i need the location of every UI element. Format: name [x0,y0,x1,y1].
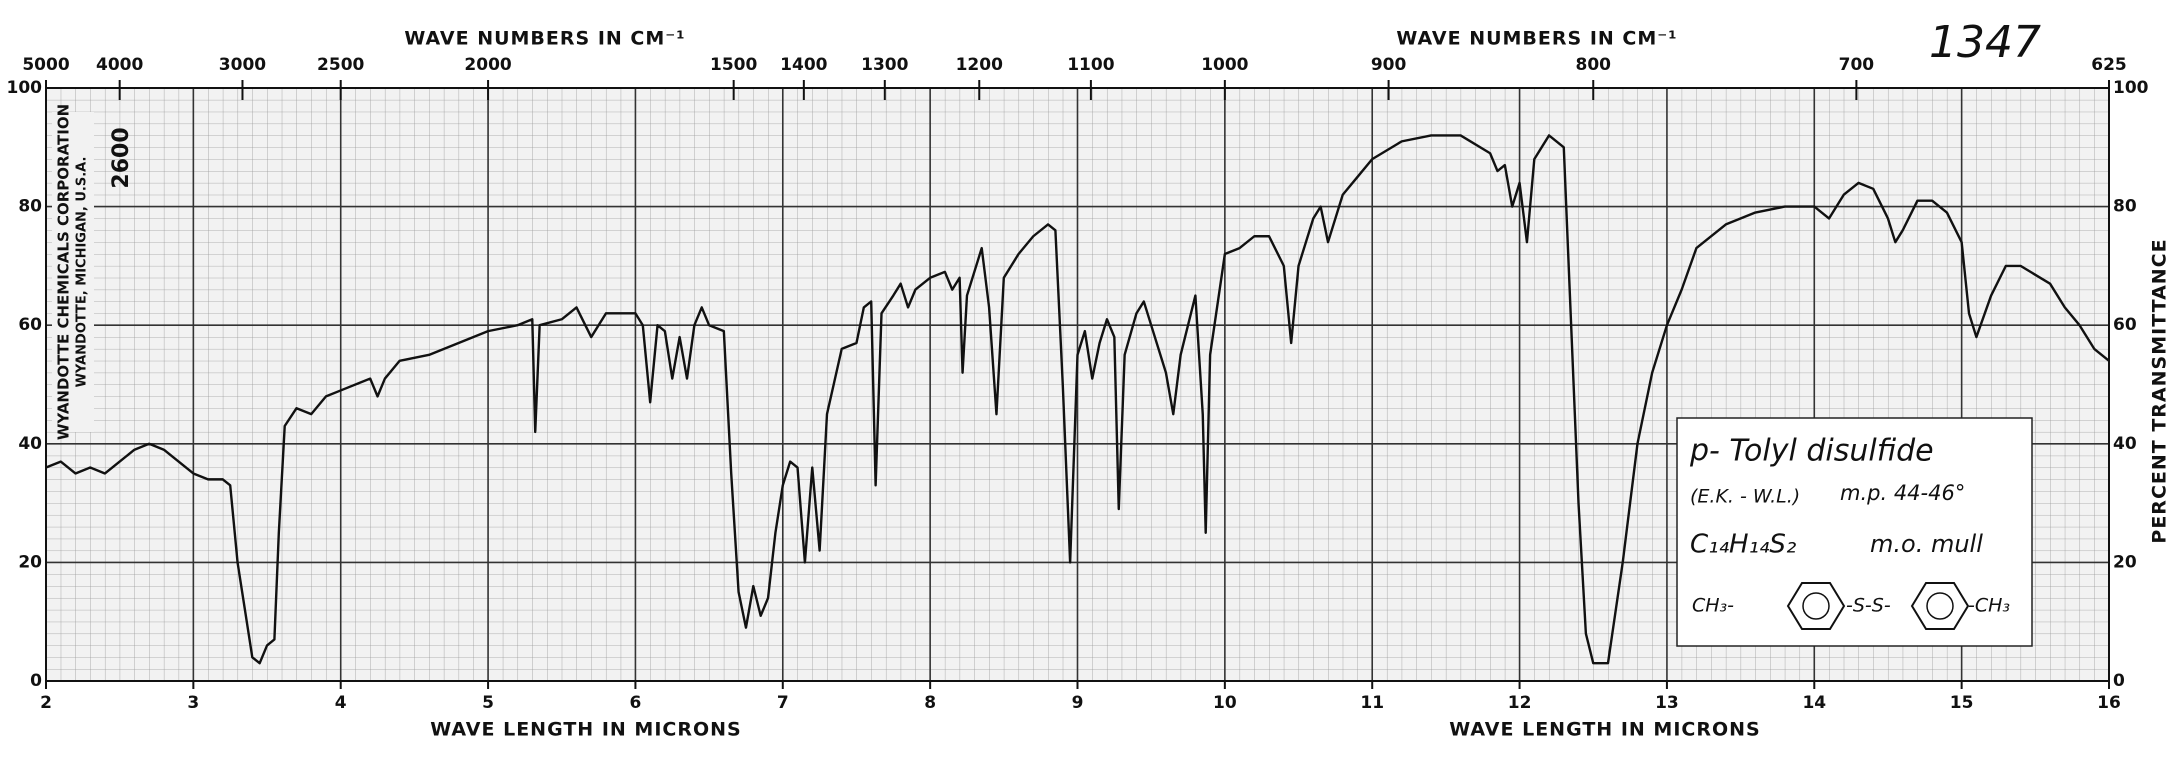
x-tick-label: 15 [1950,693,1974,713]
x2-tick-label: 3000 [219,55,266,75]
x-tick-label: 9 [1072,693,1084,713]
y-axis-label: PERCENT TRANSMITTANCE [2149,238,2171,543]
sample-code: 2600 [109,127,134,188]
x2-axis-label: WAVE NUMBERS IN CM⁻¹ [1396,28,1677,50]
source: (E.K. - W.L.) [1690,486,1800,508]
publisher-name: WYANDOTTE CHEMICALS CORPORATION [55,104,73,440]
y-tick-label: 20 [18,552,42,572]
x-tick-label: 11 [1360,693,1384,713]
structure-left: CH₃- [1692,595,1734,617]
x2-axis-label: WAVE NUMBERS IN CM⁻¹ [404,28,685,50]
y-tick-label: 100 [7,78,43,98]
x-axis-label: WAVE LENGTH IN MICRONS [1449,719,1760,741]
x-tick-label: 2 [40,693,52,713]
x2-tick-label: 4000 [96,55,143,75]
benzene-ring-inner [1926,592,1954,620]
publisher-stamp: WYANDOTTE CHEMICALS CORPORATION WYANDOTT… [52,104,134,440]
spectrum-number: 1347 [1929,17,2041,68]
x2-tick-label: 800 [1576,55,1612,75]
x2-tick-label: 2500 [317,55,364,75]
y-tick-label: 80 [18,197,42,217]
x2-tick-label: 5000 [22,55,69,75]
stamp-background [52,112,94,432]
x-tick-label: 3 [187,693,199,713]
x-tick-label: 7 [777,693,789,713]
melting-point: m.p. 44-46° [1840,481,1965,505]
x2-tick-label: 1200 [956,55,1003,75]
y2-tick-label: 100 [2113,78,2149,98]
structure-right: -CH₃ [1968,595,2010,617]
x2-tick-label: 1100 [1067,55,1114,75]
publisher-address: WYANDOTTE, MICHIGAN, U.S.A. [75,157,90,388]
x-tick-label: 16 [2097,693,2121,713]
x2-tick-label: 1500 [710,55,757,75]
benzene-ring-inner [1802,592,1830,620]
x-tick-label: 12 [1508,693,1532,713]
benzene-ring [1786,582,1846,630]
spectrum [45,134,2110,665]
y-tick-label: 0 [30,671,42,691]
y-tick-label: 60 [18,315,42,335]
annotation-box: p- Tolyl disulfide (E.K. - W.L.) m.p. 44… [1676,417,2033,647]
compound-name: p- Tolyl disulfide [1689,434,1934,469]
x-tick-label: 13 [1655,693,1679,713]
y2-tick-label: 60 [2113,315,2137,335]
x2-tick-label: 900 [1371,55,1407,75]
formula: C₁₄H₁₄S₂ [1690,530,1796,560]
method: m.o. mull [1870,530,1983,558]
y2-tick-label: 40 [2113,434,2137,454]
annotation-background [1676,417,2033,647]
x2-tick-label: 1300 [861,55,908,75]
x2-tick-label: 1400 [780,55,827,75]
x2-tick-label: 1000 [1201,55,1248,75]
x-tick-label: 6 [630,693,642,713]
y-tick-label: 40 [18,434,42,454]
structure-middle: -S-S- [1846,595,1891,617]
x-tick-label: 4 [335,693,347,713]
x2-tick-label: 2000 [464,55,511,75]
y2-tick-label: 0 [2113,671,2125,691]
x2-tick-label: 700 [1839,55,1875,75]
x2-tick-label: 625 [2091,55,2127,75]
x-tick-label: 10 [1213,693,1237,713]
benzene-ring [1910,582,1970,630]
y2-tick-label: 80 [2113,197,2137,217]
x-tick-label: 14 [1802,693,1826,713]
x-axis-label: WAVE LENGTH IN MICRONS [430,719,741,741]
x-tick-label: 5 [482,693,494,713]
spectrum-line [45,134,2110,665]
x-tick-label: 8 [924,693,936,713]
y2-tick-label: 20 [2113,552,2137,572]
